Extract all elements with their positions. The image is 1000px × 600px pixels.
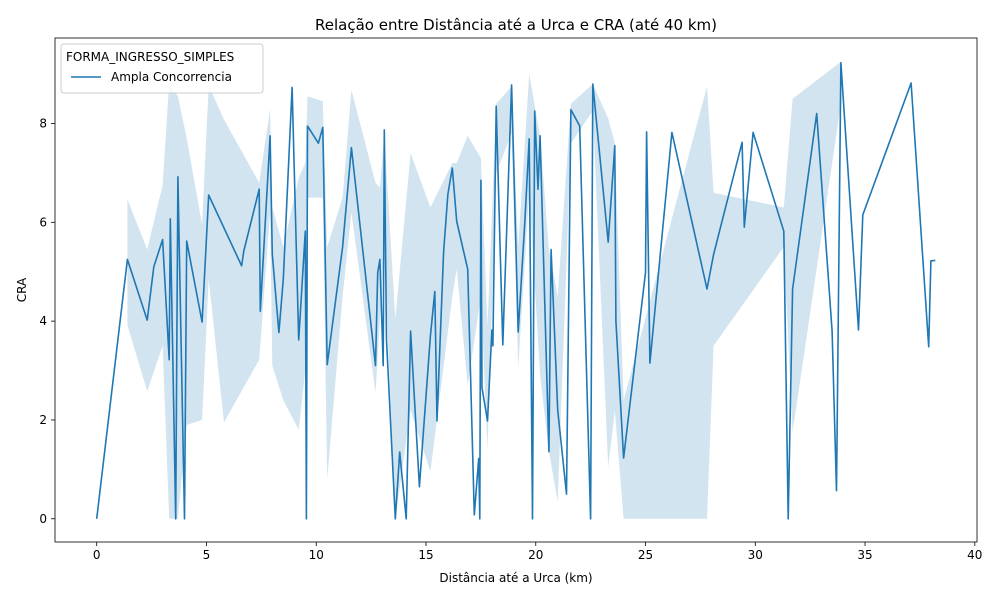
- x-tick-label: 35: [857, 548, 872, 562]
- x-tick-label: 40: [967, 548, 982, 562]
- y-tick-label: 6: [39, 215, 47, 229]
- legend-entry-ampla-concorrencia: Ampla Concorrencia: [111, 70, 232, 84]
- x-tick-label: 20: [528, 548, 543, 562]
- legend: FORMA_INGRESSO_SIMPLES Ampla Concorrenci…: [60, 43, 264, 94]
- legend-box: [60, 43, 264, 94]
- series-line-ampla-concorrencia: [95, 61, 936, 520]
- x-tick-label: 0: [93, 548, 101, 562]
- x-axis-ticks: 0 5 10 15 20 25 30 35 40: [93, 542, 982, 562]
- plot-background: [55, 38, 977, 542]
- x-tick-label: 10: [309, 548, 324, 562]
- x-tick-label: 30: [748, 548, 763, 562]
- x-tick-label: 15: [418, 548, 433, 562]
- x-tick-label: 25: [638, 548, 653, 562]
- y-tick-label: 0: [39, 512, 47, 526]
- legend-title: FORMA_INGRESSO_SIMPLES: [66, 50, 234, 64]
- chart-title: Relação entre Distância até a Urca e CRA…: [315, 16, 717, 34]
- y-tick-label: 2: [39, 413, 47, 427]
- y-tick-label: 8: [39, 116, 47, 130]
- x-axis-label: Distância até a Urca (km): [439, 571, 592, 585]
- y-axis-label: CRA: [15, 277, 29, 302]
- x-tick-label: 5: [203, 548, 211, 562]
- plot-frame: [54, 37, 978, 543]
- y-tick-label: 4: [39, 314, 47, 328]
- confidence-band-layer: [127, 61, 841, 519]
- series-line-layer: [95, 61, 936, 520]
- y-axis-ticks: 0 2 4 6 8: [39, 116, 55, 526]
- confidence-band: [127, 61, 841, 519]
